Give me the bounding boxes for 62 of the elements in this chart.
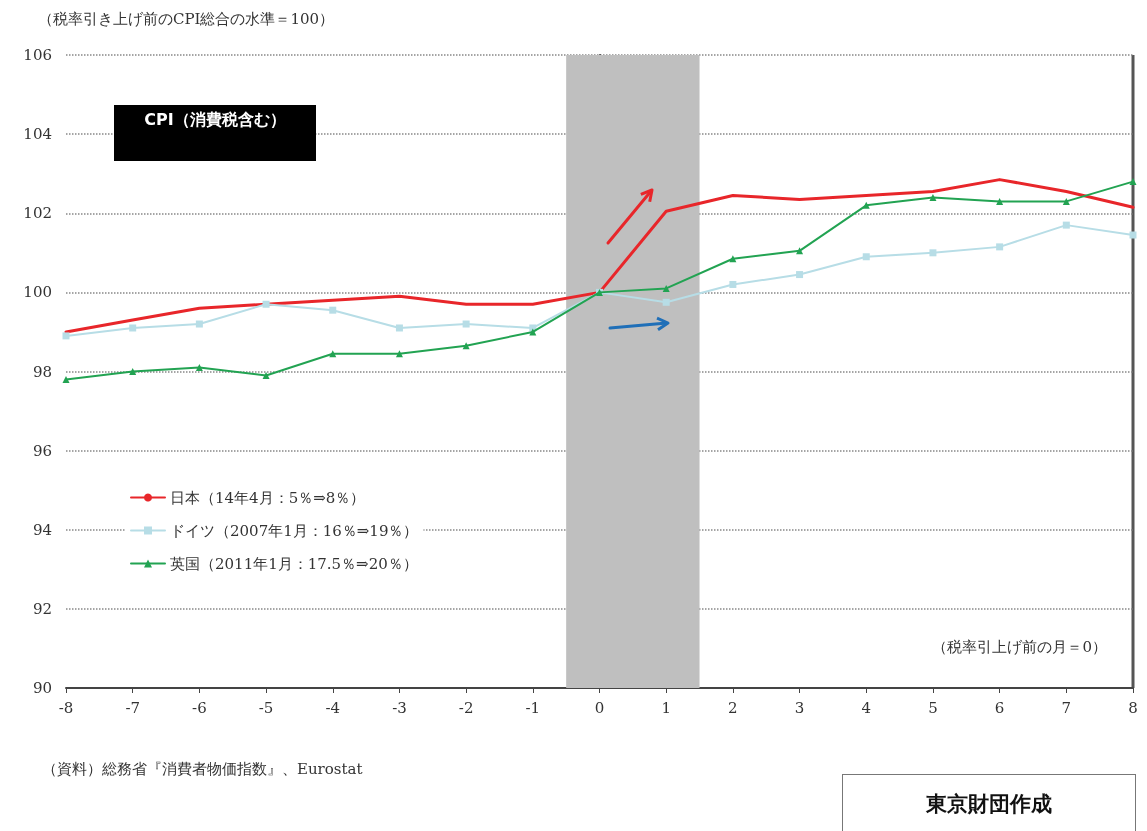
x-tick-label: -5 — [258, 698, 274, 717]
x-tick-label: 1 — [661, 698, 671, 717]
text: （資料）総務省『消費者物価指数』、Eurostat — [42, 760, 363, 779]
point — [395, 350, 403, 358]
point — [462, 320, 470, 328]
y-tick-label: 100 — [23, 283, 52, 302]
point — [929, 193, 937, 201]
x-tick-label: 5 — [928, 698, 938, 717]
point — [662, 284, 670, 292]
point — [395, 324, 403, 332]
y-axis-title: （税率引き上げ前のCPI総合の水準＝100） — [38, 10, 335, 29]
x-tick-label: -3 — [392, 698, 407, 717]
point — [929, 249, 937, 257]
y-tick-label: 92 — [32, 599, 52, 618]
y-tick-label: 90 — [32, 679, 52, 697]
y-tick-label: 106 — [23, 46, 52, 64]
y-tick-label: 102 — [23, 204, 52, 223]
point — [195, 320, 203, 328]
point — [1062, 197, 1070, 205]
legend-label: 日本（14年4月：5％⇒8％） — [170, 488, 366, 507]
point — [996, 243, 1004, 251]
point — [129, 324, 137, 332]
point — [195, 364, 203, 372]
point — [1129, 231, 1137, 239]
x-tick-label: -2 — [458, 698, 474, 717]
point — [62, 332, 70, 340]
point — [129, 368, 137, 375]
y-tick-label: 94 — [32, 520, 52, 539]
y-tick-label: 104 — [23, 125, 52, 144]
point — [729, 280, 737, 288]
x-tick-label: 4 — [861, 698, 872, 717]
point — [1129, 178, 1137, 186]
x-tick-label: -1 — [525, 698, 541, 717]
x-tick-label: -7 — [125, 698, 140, 717]
x-tick-label: 0 — [594, 698, 605, 717]
point — [62, 375, 70, 383]
x-tick-label: 2 — [728, 698, 738, 717]
point — [729, 255, 737, 263]
x-tick-label: -8 — [58, 698, 74, 717]
point — [262, 371, 270, 379]
point — [329, 306, 337, 314]
label-box: CPI（消費税含む） — [114, 105, 316, 161]
point — [262, 300, 270, 308]
x-tick-label: -6 — [192, 698, 207, 717]
point — [662, 298, 670, 306]
x-tick-label: -4 — [325, 698, 341, 717]
legend-label: ドイツ（2007年1月：16％⇒19％） — [170, 521, 419, 540]
y-tick-label: 98 — [32, 362, 52, 381]
point — [796, 271, 804, 279]
point — [862, 201, 870, 209]
x-tick-label: 8 — [1128, 698, 1138, 717]
y-tick-label: 96 — [32, 441, 52, 460]
text: 東京財団作成 — [842, 774, 1136, 831]
x-tick-label: 7 — [1061, 698, 1072, 717]
point — [796, 247, 804, 255]
x-tick-label: 6 — [994, 698, 1005, 717]
point — [862, 253, 870, 261]
point — [1062, 221, 1070, 229]
point — [996, 197, 1004, 205]
legend-label: 英国（2011年1月：17.5％⇒20％） — [170, 554, 418, 573]
x-tick-label: 3 — [794, 698, 805, 717]
annotation: （税率引上げ前の月＝0） — [932, 638, 1107, 657]
